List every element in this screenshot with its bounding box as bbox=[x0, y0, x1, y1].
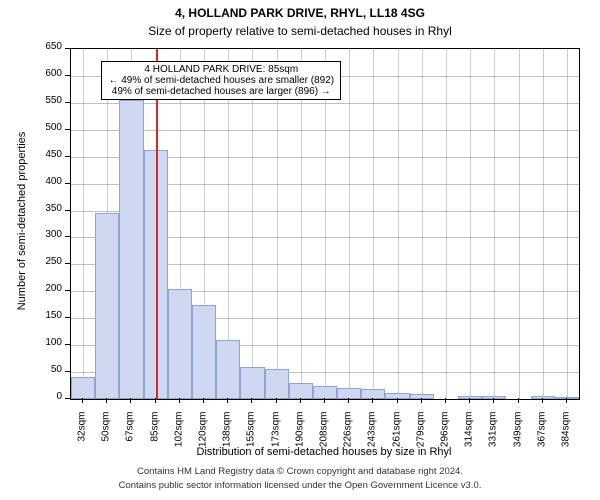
ytick-mark bbox=[65, 236, 70, 237]
info-box-line: 49% of semi-detached houses are larger (… bbox=[108, 86, 334, 97]
xtick-mark bbox=[179, 398, 180, 403]
xtick-mark bbox=[106, 398, 107, 403]
ytick-label: 550 bbox=[0, 95, 62, 106]
chart-title-1: 4, HOLLAND PARK DRIVE, RHYL, LL18 4SG bbox=[0, 6, 600, 20]
ytick-label: 0 bbox=[0, 391, 62, 402]
gridline-v bbox=[543, 49, 544, 399]
ytick-label: 300 bbox=[0, 229, 62, 240]
gridline-v bbox=[422, 49, 423, 399]
gridline-v bbox=[325, 49, 326, 399]
bar bbox=[192, 305, 216, 399]
bar bbox=[410, 394, 434, 399]
bar bbox=[385, 393, 409, 399]
info-box-line: 4 HOLLAND PARK DRIVE: 85sqm bbox=[108, 64, 334, 75]
ytick-mark bbox=[65, 129, 70, 130]
ytick-label: 450 bbox=[0, 149, 62, 160]
gridline-v bbox=[373, 49, 374, 399]
ytick-label: 350 bbox=[0, 203, 62, 214]
gridline-v bbox=[301, 49, 302, 399]
footer-line-1: Contains HM Land Registry data © Crown c… bbox=[0, 466, 600, 477]
bar bbox=[289, 383, 313, 399]
bar bbox=[531, 396, 555, 399]
ytick-mark bbox=[65, 156, 70, 157]
ytick-mark bbox=[65, 48, 70, 49]
bar bbox=[361, 389, 385, 399]
x-axis-label: Distribution of semi-detached houses by … bbox=[70, 446, 578, 458]
bar bbox=[555, 397, 579, 399]
xtick-mark bbox=[566, 398, 567, 403]
ytick-mark bbox=[65, 75, 70, 76]
xtick-mark bbox=[324, 398, 325, 403]
bar bbox=[265, 369, 289, 399]
gridline-v bbox=[83, 49, 84, 399]
ytick-label: 500 bbox=[0, 122, 62, 133]
ytick-label: 650 bbox=[0, 41, 62, 52]
xtick-mark bbox=[276, 398, 277, 403]
info-box-line: ← 49% of semi-detached houses are smalle… bbox=[108, 75, 334, 86]
xtick-mark bbox=[348, 398, 349, 403]
ytick-mark bbox=[65, 398, 70, 399]
xtick-mark bbox=[227, 398, 228, 403]
ytick-label: 400 bbox=[0, 176, 62, 187]
chart-title-2: Size of property relative to semi-detach… bbox=[0, 24, 600, 38]
ytick-mark bbox=[65, 317, 70, 318]
ytick-mark bbox=[65, 371, 70, 372]
bar bbox=[216, 340, 240, 399]
xtick-mark bbox=[518, 398, 519, 403]
gridline-v bbox=[446, 49, 447, 399]
ytick-mark bbox=[65, 210, 70, 211]
xtick-mark bbox=[82, 398, 83, 403]
ytick-mark bbox=[65, 102, 70, 103]
ytick-label: 50 bbox=[0, 364, 62, 375]
xtick-mark bbox=[251, 398, 252, 403]
gridline-v bbox=[567, 49, 568, 399]
xtick-mark bbox=[542, 398, 543, 403]
bar bbox=[240, 367, 264, 399]
xtick-mark bbox=[372, 398, 373, 403]
xtick-mark bbox=[445, 398, 446, 403]
ytick-mark bbox=[65, 183, 70, 184]
xtick-mark bbox=[300, 398, 301, 403]
ytick-mark bbox=[65, 290, 70, 291]
ytick-mark bbox=[65, 344, 70, 345]
ytick-label: 250 bbox=[0, 256, 62, 267]
bar bbox=[313, 386, 337, 399]
info-box: 4 HOLLAND PARK DRIVE: 85sqm← 49% of semi… bbox=[101, 61, 341, 100]
gridline-v bbox=[349, 49, 350, 399]
bar bbox=[119, 100, 143, 399]
gridline-v bbox=[494, 49, 495, 399]
plot-area: 4 HOLLAND PARK DRIVE: 85sqm← 49% of semi… bbox=[70, 48, 580, 400]
gridline-v bbox=[398, 49, 399, 399]
xtick-mark bbox=[155, 398, 156, 403]
bar bbox=[458, 396, 482, 399]
xtick-mark bbox=[397, 398, 398, 403]
bar bbox=[168, 289, 192, 399]
gridline-v bbox=[252, 49, 253, 399]
gridline-v bbox=[277, 49, 278, 399]
xtick-mark bbox=[421, 398, 422, 403]
xtick-mark bbox=[493, 398, 494, 403]
gridline-v bbox=[519, 49, 520, 399]
ytick-mark bbox=[65, 263, 70, 264]
bar bbox=[95, 213, 119, 399]
footer-line-2: Contains public sector information licen… bbox=[0, 480, 600, 491]
gridline-v bbox=[470, 49, 471, 399]
ytick-label: 100 bbox=[0, 337, 62, 348]
ytick-label: 150 bbox=[0, 310, 62, 321]
xtick-mark bbox=[469, 398, 470, 403]
bar bbox=[337, 388, 361, 399]
ytick-label: 600 bbox=[0, 68, 62, 79]
marker-line bbox=[156, 49, 158, 399]
ytick-label: 200 bbox=[0, 283, 62, 294]
bar bbox=[482, 396, 506, 399]
xtick-mark bbox=[130, 398, 131, 403]
y-axis-label: Number of semi-detached properties bbox=[16, 46, 28, 396]
bar bbox=[71, 377, 95, 399]
xtick-mark bbox=[203, 398, 204, 403]
